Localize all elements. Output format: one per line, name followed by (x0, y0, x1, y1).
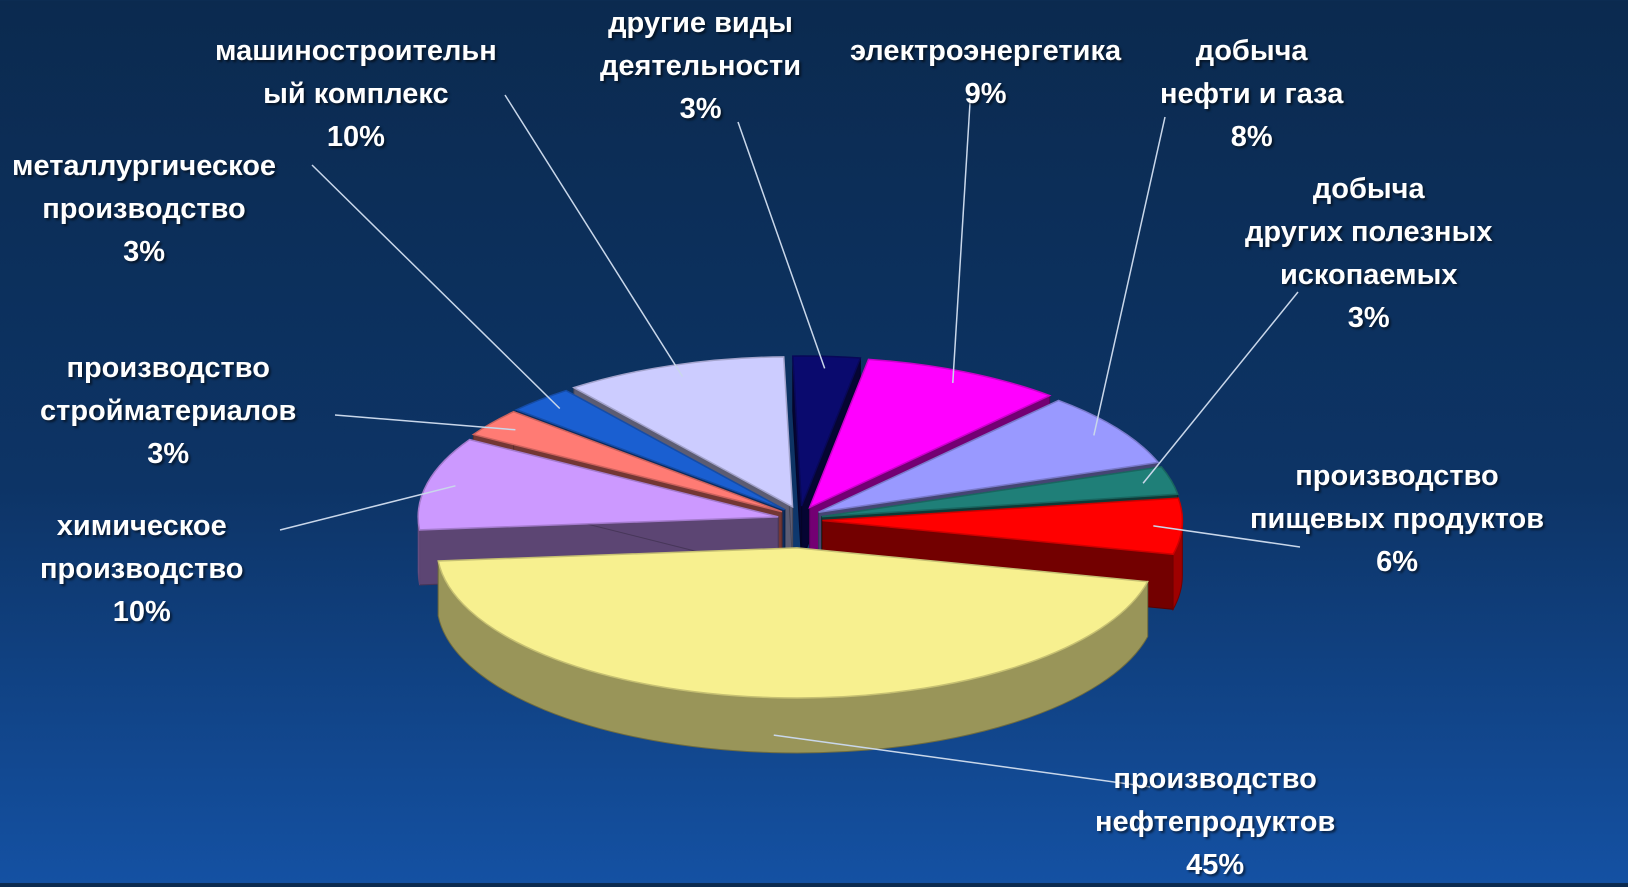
slice-label-line: производство (40, 553, 244, 585)
leader-line (1093, 116, 1166, 436)
slice-label: химическое производство 10% (40, 505, 243, 634)
slice-label-line: производство (1295, 460, 1499, 492)
leader-line (1142, 291, 1299, 484)
leader-line (279, 485, 456, 531)
slice-label-line: химическое (56, 510, 227, 542)
slice-label-line: машиностроительн (215, 35, 497, 67)
slice-label-line: производство (42, 193, 246, 225)
slice-label: производство нефтепродуктов 45% (1095, 758, 1335, 887)
slice-value-label: 9% (964, 78, 1007, 110)
slice-value-label: 3% (147, 438, 190, 470)
leader-line (504, 94, 684, 378)
slice-value-label: 45% (1186, 849, 1245, 881)
slice-label: добыча нефти и газа 8% (1160, 30, 1343, 159)
slice-label: производство пищевых продуктов 6% (1250, 455, 1544, 584)
slice-label-line: электроэнергетика (850, 35, 1122, 67)
slice-label-line: нефти и газа (1160, 78, 1344, 110)
slice-label: добыча других полезных ископаемых 3% (1245, 168, 1492, 340)
slice-label: производство стройматериалов 3% (40, 347, 296, 476)
leader-line (773, 734, 1151, 788)
slice-label-line: деятельности (600, 50, 802, 82)
slice-label-line: производство (66, 352, 270, 384)
slice-label-line: добыча (1195, 35, 1308, 67)
slice-label-line: ый комплекс (263, 78, 449, 110)
leader-lines (279, 94, 1301, 788)
slice-label: другие виды деятельности 3% (600, 2, 801, 131)
slice-value-label: 8% (1230, 121, 1273, 153)
slice-label-line: других полезных (1245, 216, 1493, 248)
slice-value-label: 3% (1347, 302, 1390, 334)
slice-value-label: 10% (112, 596, 171, 628)
slice-label-line: добыча (1312, 173, 1425, 205)
slice-label: машиностроительн ый комплекс 10% (215, 30, 497, 159)
leader-line (311, 164, 561, 410)
leader-line (1153, 525, 1301, 548)
slice-value-label: 3% (679, 93, 722, 125)
slice-value-label: 10% (326, 121, 385, 153)
slice-label: электроэнергетика 9% (850, 30, 1121, 116)
slice-label-line: производство (1113, 763, 1317, 795)
leader-line (737, 121, 826, 369)
pie-sides (417, 355, 1184, 754)
slice-label-line: стройматериалов (40, 395, 297, 427)
leader-line (334, 414, 516, 431)
leader-line (952, 102, 971, 383)
slice-label-line: ископаемых (1279, 259, 1458, 291)
slice-value-label: 3% (123, 236, 165, 268)
slice-label-line: другие виды (608, 7, 793, 39)
slice-value-label: 6% (1376, 546, 1418, 578)
slice-label: металлургическое производство 3% (12, 145, 276, 274)
pie-slice (437, 547, 1149, 754)
slice-label-line: пищевых продуктов (1250, 503, 1545, 535)
slice-label-line: нефтепродуктов (1095, 806, 1336, 838)
slice-label-line: металлургическое (12, 150, 277, 182)
